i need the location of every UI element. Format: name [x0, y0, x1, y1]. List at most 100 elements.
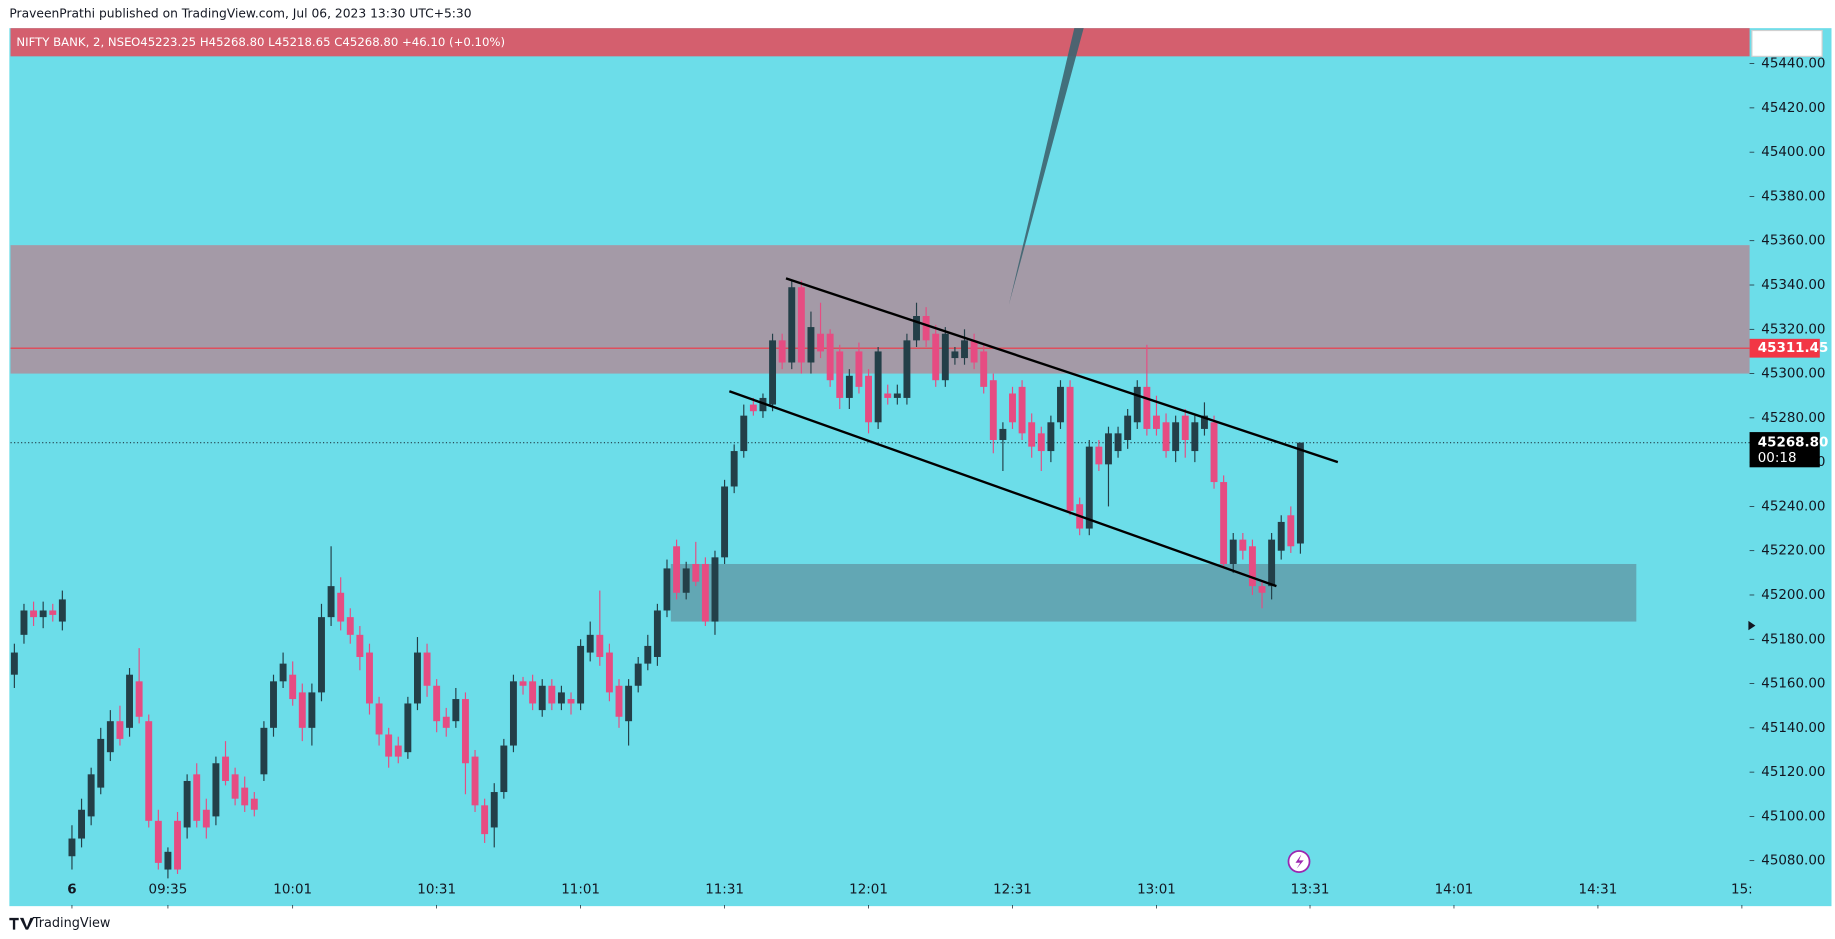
candle-body — [855, 351, 863, 387]
candle-body — [721, 486, 729, 558]
candle-body — [529, 681, 537, 704]
candle-body — [135, 681, 143, 717]
candle-body — [893, 393, 901, 398]
candle-body — [951, 351, 959, 359]
x-tick-label: 13:31 — [1291, 882, 1330, 898]
candle-body — [673, 546, 681, 593]
candle-body — [538, 685, 546, 711]
y-tick-label: 45380.00 — [1761, 188, 1825, 204]
candle-body — [577, 645, 585, 704]
candle-body — [10, 652, 18, 675]
candle-body — [826, 333, 834, 381]
candle-body — [154, 820, 162, 863]
pen-stroke — [1008, 28, 1084, 306]
level-label: 45311.45 — [1758, 340, 1829, 356]
candle-body — [1162, 422, 1170, 452]
candle-body — [1296, 442, 1304, 544]
candle-body — [1105, 433, 1112, 465]
y-tick-label: 45320.00 — [1761, 321, 1825, 337]
candle-body — [644, 645, 652, 664]
y-tick-label: 45400.00 — [1761, 144, 1825, 160]
x-tick-label: 6 — [67, 882, 76, 898]
candle-body — [1200, 415, 1208, 429]
candle-body — [58, 599, 66, 622]
candle-body — [634, 663, 642, 686]
y-tick-label: 45160.00 — [1761, 676, 1825, 692]
candle-body — [817, 333, 825, 352]
y-tick-label: 45300.00 — [1761, 366, 1825, 382]
candle-body — [1028, 422, 1036, 447]
candle-body — [106, 721, 114, 753]
y-tick-label: 45100.00 — [1761, 808, 1825, 824]
candle-body — [385, 734, 393, 757]
candle-body — [548, 685, 556, 704]
last-price-label: 45268.80 — [1758, 435, 1829, 451]
y-tick-label: 45440.00 — [1761, 56, 1825, 72]
candle-body — [30, 610, 38, 618]
candle-body — [1172, 422, 1180, 452]
candle-body — [567, 699, 575, 704]
candle-body — [308, 692, 316, 728]
candle-body — [433, 685, 441, 722]
axis-arrow — [1748, 620, 1756, 631]
candle-body — [490, 792, 498, 828]
candle-body — [1124, 415, 1132, 440]
candle-body — [605, 652, 613, 693]
candle-body — [653, 610, 661, 657]
candle-body — [500, 745, 508, 793]
candle-body — [481, 805, 489, 835]
candle-body — [922, 316, 930, 341]
publish-note: PraveenPrathi published on TradingView.c… — [9, 7, 471, 21]
candle-body — [366, 652, 373, 704]
candle-body — [1143, 386, 1151, 429]
candle-body — [1057, 386, 1064, 423]
candle-body — [1037, 433, 1045, 452]
candle-body — [394, 745, 402, 757]
candle-body — [1018, 386, 1026, 434]
candle-body — [461, 699, 469, 764]
zone — [670, 563, 1637, 622]
candle-body — [231, 774, 239, 799]
candle-body — [452, 699, 460, 722]
candle-body — [1095, 446, 1103, 465]
candle-body — [1066, 386, 1074, 511]
candle-body — [193, 774, 201, 821]
x-tick-label: 14:01 — [1435, 882, 1474, 898]
candle-body — [1114, 433, 1122, 452]
candle-body — [749, 404, 757, 412]
candle-body — [78, 809, 86, 839]
candle-body — [442, 716, 450, 728]
y-tick-label: 45420.00 — [1761, 100, 1825, 116]
candle-body — [212, 763, 220, 817]
candle-body — [222, 756, 229, 781]
x-tick-label: 14:31 — [1579, 882, 1618, 898]
candle-body — [586, 634, 594, 653]
y-tick-label: 45180.00 — [1761, 631, 1825, 647]
candle-body — [711, 557, 719, 622]
x-tick-label: 13:01 — [1137, 882, 1176, 898]
candle-body — [999, 428, 1007, 440]
candle-body — [913, 316, 920, 341]
candle-body — [509, 681, 517, 746]
candle-body — [615, 685, 623, 717]
candle-body — [39, 610, 47, 618]
candle-body — [1248, 546, 1256, 587]
candle-body — [164, 851, 172, 870]
x-tick-label: 09:35 — [149, 882, 188, 898]
candle-body — [126, 674, 133, 728]
x-tick-label: 11:31 — [705, 882, 744, 898]
candle-body — [97, 738, 105, 788]
candle-body — [788, 287, 796, 363]
candle-body — [596, 634, 604, 657]
symbol-title: NIFTY BANK, 2, NSE — [16, 35, 131, 49]
candle-body — [865, 375, 872, 423]
candle-body — [1258, 586, 1266, 593]
candle-body — [87, 774, 95, 817]
candle-body — [346, 617, 354, 635]
y-tick-label: 45240.00 — [1761, 498, 1825, 514]
candle-body — [414, 652, 421, 704]
candle-body — [145, 721, 153, 821]
candle-body — [404, 703, 412, 753]
candle-body — [932, 333, 940, 381]
candle-body — [557, 692, 565, 704]
